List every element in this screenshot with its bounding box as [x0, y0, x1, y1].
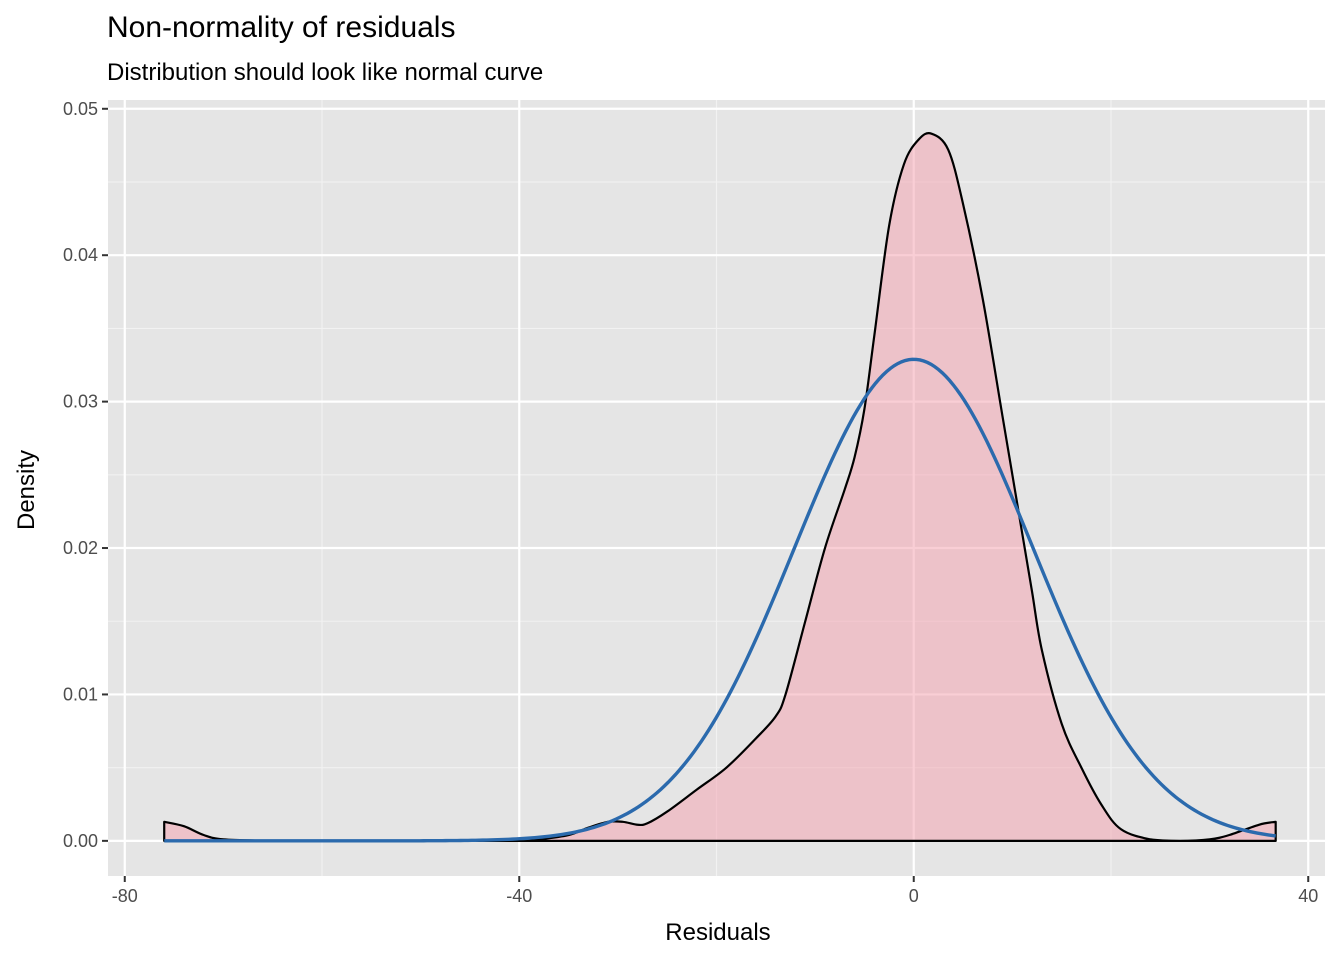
x-axis-title: Residuals — [665, 919, 770, 946]
y-tick-label: 0.03 — [63, 392, 98, 412]
y-axis: 0.00 0.01 0.02 0.03 0.04 0.05 — [63, 99, 108, 851]
y-tick-label: 0.05 — [63, 99, 98, 119]
y-tick-label: 0.00 — [63, 831, 98, 851]
chart-subtitle: Distribution should look like normal cur… — [107, 59, 544, 86]
chart-marks — [163, 132, 1277, 843]
y-tick-label: 0.01 — [63, 684, 98, 704]
x-tick-label: 40 — [1298, 886, 1318, 906]
normal-curve-line — [164, 357, 1276, 843]
x-tick-label: 0 — [909, 886, 919, 906]
x-axis: -80 -40 0 40 — [112, 876, 1318, 906]
chart-title: Non-normality of residuals — [107, 11, 456, 44]
density-area — [163, 132, 1277, 842]
x-tick-label: -80 — [112, 886, 138, 906]
x-tick-label: -40 — [506, 886, 532, 906]
y-axis-title: Density — [13, 450, 40, 530]
y-tick-label: 0.04 — [63, 245, 98, 265]
y-tick-label: 0.02 — [63, 538, 98, 558]
